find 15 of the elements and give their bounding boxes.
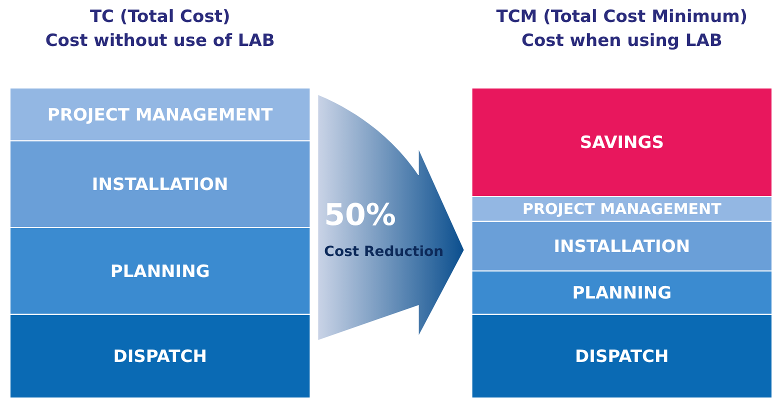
x-tick-label: TC (Total Cost) bbox=[90, 7, 230, 27]
text: PROJECT MANAGEMENT bbox=[47, 105, 273, 126]
series-label: PLANNING bbox=[572, 284, 672, 304]
series-label: SAVINGS bbox=[580, 133, 664, 154]
series-label: INSTALLATION bbox=[554, 237, 690, 258]
text: DISPATCH bbox=[575, 347, 669, 368]
annotation: Cost Reduction bbox=[324, 244, 444, 260]
text: PLANNING bbox=[110, 262, 210, 282]
series-label: PROJECT MANAGEMENT bbox=[522, 200, 722, 218]
annotation: 50% bbox=[324, 198, 396, 233]
text: Cost without use of LAB bbox=[45, 31, 275, 51]
series-label: DISPATCH bbox=[113, 347, 207, 368]
x-tick-label: TCM (Total Cost Minimum) bbox=[496, 7, 748, 27]
text: Cost when using LAB bbox=[521, 31, 722, 51]
text: INSTALLATION bbox=[92, 175, 228, 196]
